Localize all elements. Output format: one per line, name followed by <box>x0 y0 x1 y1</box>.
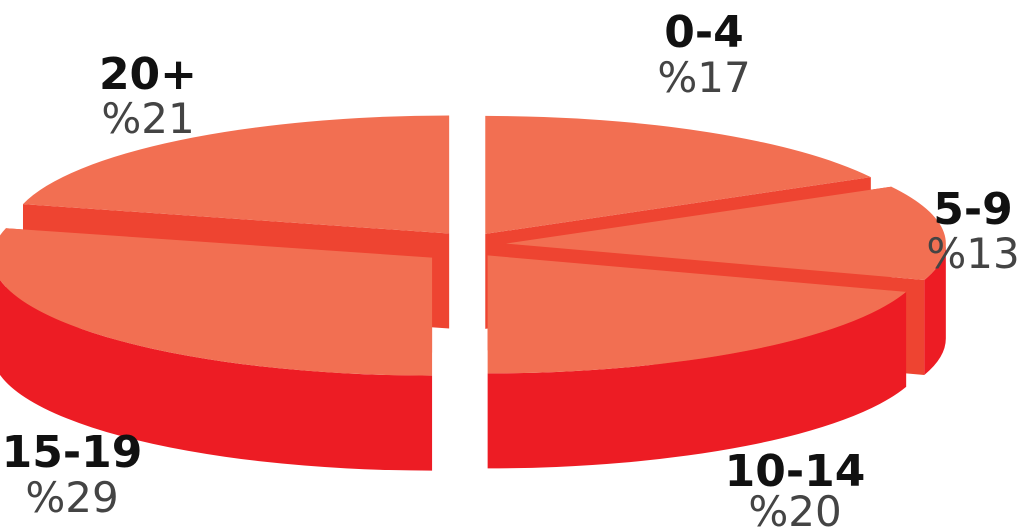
slice-value-10-14: %20 <box>748 487 841 529</box>
slice-10-14-wall-0 <box>487 291 907 469</box>
pie-slices <box>0 115 946 471</box>
slice-label-10-14: 10-14 <box>725 446 866 497</box>
slice-20-plus-top <box>22 115 450 234</box>
slice-label-5-9: 5-9 <box>933 184 1013 235</box>
slice-0-4-top <box>485 115 871 234</box>
slice-value-15-19: %29 <box>25 473 118 522</box>
slice-value-0-4: %17 <box>657 53 750 102</box>
slice-10-14-top <box>487 255 907 374</box>
slice-5-9-wall-0 <box>924 243 946 376</box>
slice-15-19 <box>0 228 433 471</box>
slice-value-20-plus: %21 <box>101 94 194 143</box>
slice-label-15-19: 15-19 <box>2 427 143 478</box>
slice-15-19-top <box>0 228 433 376</box>
slice-5-9-top <box>505 186 946 281</box>
slice-label-0-4: 0-4 <box>664 7 744 58</box>
pie-labels: 0-4 %17 5-9 %13 10-14 %20 15-19 %29 20+ … <box>2 7 1020 529</box>
slice-value-5-9: %13 <box>926 229 1019 278</box>
slice-10-14 <box>487 255 907 469</box>
slice-label-20-plus: 20+ <box>99 49 197 100</box>
slice-15-19-wall-0 <box>0 279 433 471</box>
